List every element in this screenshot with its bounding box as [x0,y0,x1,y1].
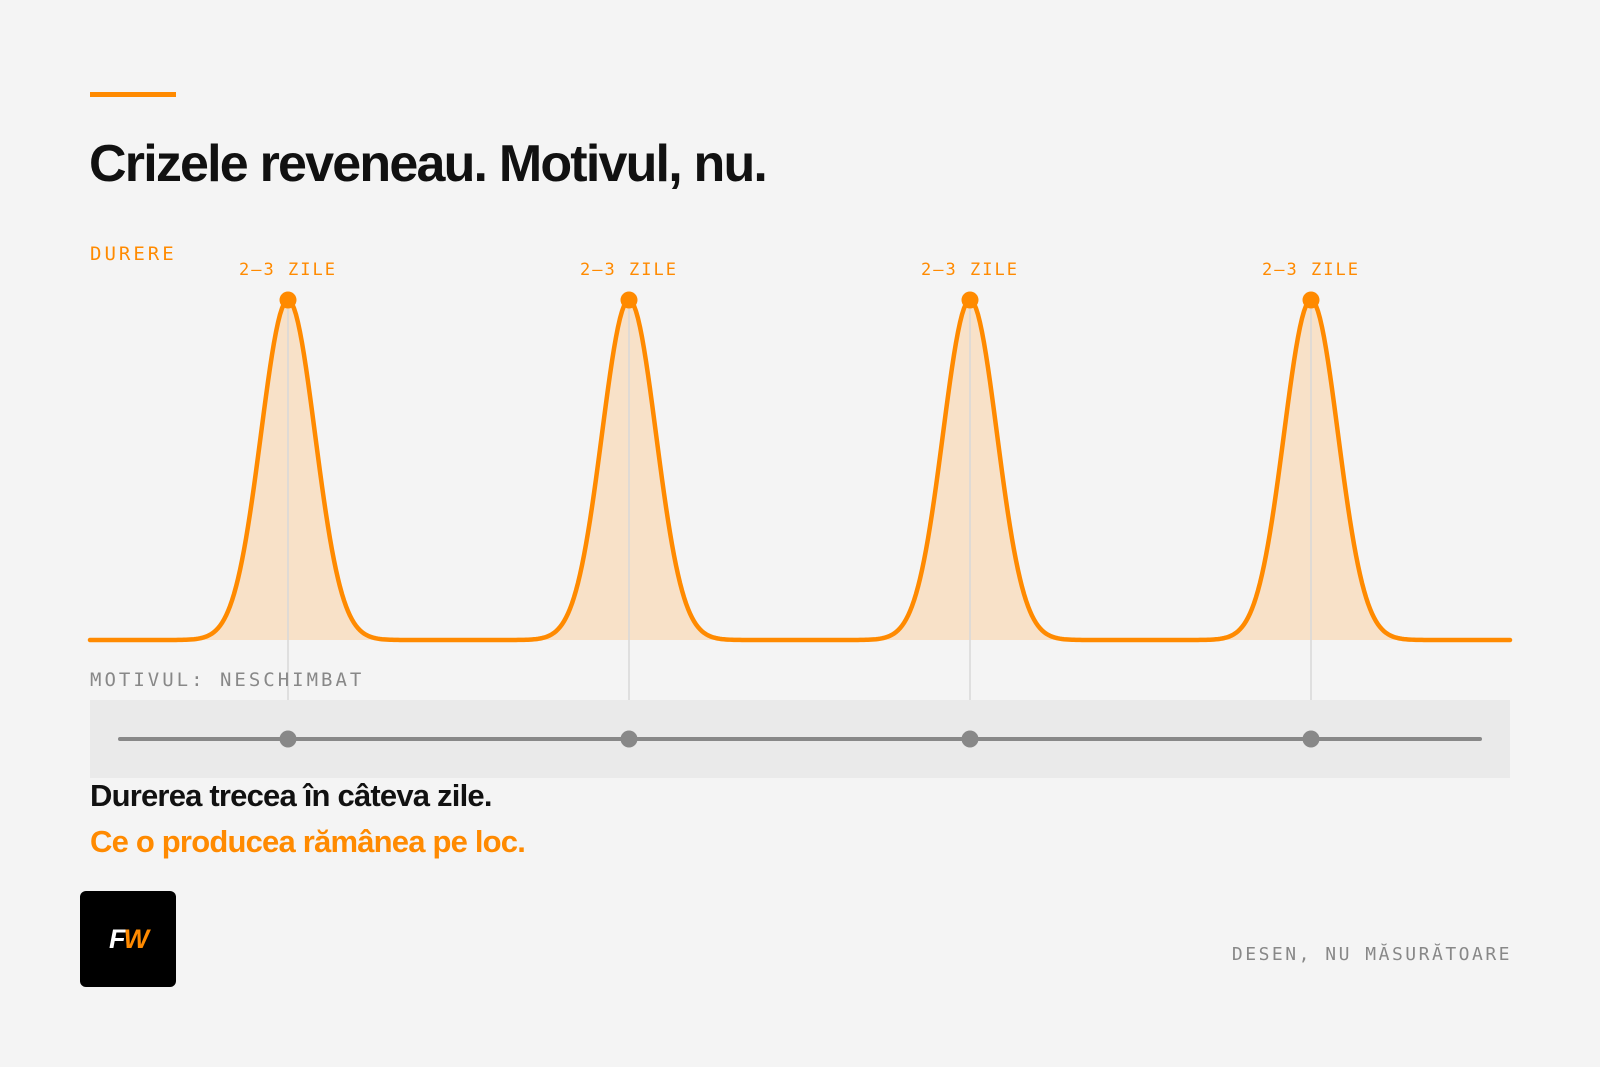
cause-marker-3 [961,730,979,748]
accent-rule [90,92,176,97]
brand-logo-letter-main: F [109,924,125,954]
cause-axis-label: MOTIVUL: NESCHIMBAT [90,669,365,691]
page-title: Crizele reveneau. Motivul, nu. [89,135,768,193]
peak-label-3: 2–3 ZILE [921,260,1019,280]
conclusion-line-2: Ce o producea rămânea pe loc. [90,824,526,859]
peak-label-1: 2–3 ZILE [239,260,337,280]
peak-dot-3 [961,291,979,309]
cause-marker-2 [620,730,638,748]
peak-label-4: 2–3 ZILE [1262,260,1360,280]
brand-logo: FW [80,891,176,987]
cause-marker-1 [279,730,297,748]
conclusion-line-1: Durerea trecea în câteva zile. [90,778,492,813]
brand-logo-letter-accent: W [123,924,150,954]
pain-axis-label: DURERE [90,243,177,265]
peak-dot-1 [279,291,297,309]
brand-logo-mark: FW [80,891,176,987]
peak-label-2: 2–3 ZILE [580,260,678,280]
peak-dot-4 [1302,291,1320,309]
peak-dot-2 [620,291,638,309]
pain-curve-line [87,297,1513,643]
drawing-disclaimer: DESEN, NU MĂSURĂTOARE [1231,944,1512,965]
cause-marker-4 [1302,730,1320,748]
